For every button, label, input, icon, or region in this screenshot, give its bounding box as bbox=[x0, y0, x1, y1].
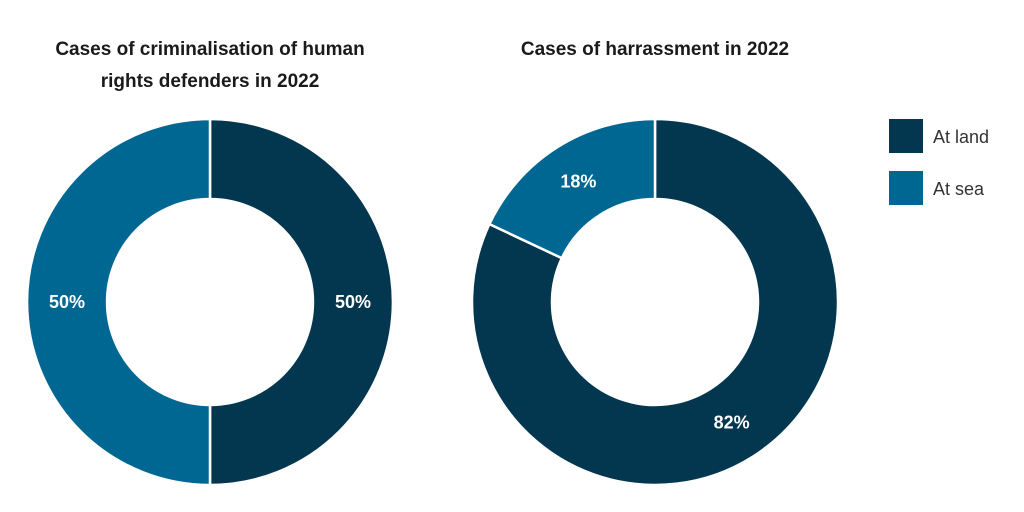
legend-swatch-at-sea bbox=[889, 171, 923, 205]
donut-slice-at-land bbox=[470, 117, 840, 487]
donut-slice-at-sea bbox=[487, 117, 657, 260]
chart-title-line-1: Cases of harrassment in 2022 bbox=[521, 39, 789, 60]
slice-label-at-sea: 50% bbox=[49, 292, 85, 312]
slice-label-at-land: 50% bbox=[335, 292, 371, 312]
chart-title-line-2: rights defenders in 2022 bbox=[101, 71, 320, 92]
legend-label-at-land: At land bbox=[933, 127, 989, 147]
slice-label-at-land: 82% bbox=[714, 413, 750, 433]
legend-swatch-at-land bbox=[889, 119, 923, 153]
donut-slice-at-sea bbox=[25, 117, 212, 487]
chart-title-line-1: Cases of criminalisation of human bbox=[55, 39, 364, 60]
legend: At land At sea bbox=[889, 119, 989, 205]
donut-chart-harrassment: Cases of harrassment in 2022 82% 18% bbox=[470, 39, 840, 487]
donut-slice-at-land bbox=[208, 117, 395, 487]
donut-chart-criminalisation: Cases of criminalisation of human rights … bbox=[25, 39, 395, 487]
slice-label-at-sea: 18% bbox=[560, 171, 596, 191]
legend-label-at-sea: At sea bbox=[933, 179, 985, 199]
